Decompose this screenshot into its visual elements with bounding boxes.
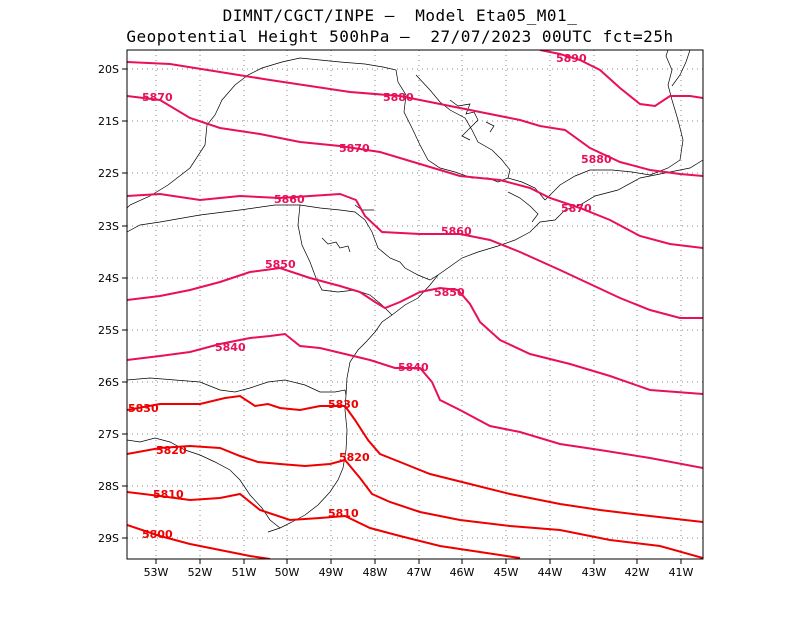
contour-5820 bbox=[127, 444, 703, 559]
contour-label: 5820 bbox=[339, 451, 370, 464]
lat-label: 27S bbox=[98, 428, 119, 441]
contour-label: 5870 bbox=[339, 142, 370, 155]
state-border bbox=[544, 159, 681, 201]
lon-label: 46W bbox=[450, 566, 475, 579]
contour-label: 5840 bbox=[398, 361, 429, 374]
grid bbox=[127, 50, 703, 559]
ticks bbox=[122, 68, 682, 564]
lon-label: 41W bbox=[669, 566, 694, 579]
lat-label: 28S bbox=[98, 480, 119, 493]
lon-label: 53W bbox=[144, 566, 169, 579]
contours bbox=[127, 50, 703, 559]
state-border bbox=[127, 437, 281, 529]
lat-label: 23S bbox=[98, 220, 119, 233]
contour-label: 5830 bbox=[128, 402, 159, 415]
lon-labels: 53W 52W 51W 50W 49W 48W 47W 46W 45W 44W … bbox=[144, 566, 694, 579]
state-border bbox=[297, 204, 393, 316]
map-title-line2: Geopotential Height 500hPa – 27/07/2023 … bbox=[126, 27, 674, 46]
contour-label: 5880 bbox=[581, 153, 612, 166]
state-border bbox=[127, 204, 439, 281]
lon-label: 48W bbox=[363, 566, 388, 579]
lon-label: 51W bbox=[232, 566, 257, 579]
contour-label: 5850 bbox=[265, 258, 296, 271]
contour-label: 5810 bbox=[153, 488, 184, 501]
contour-5870 bbox=[127, 95, 703, 249]
contour-label: 5840 bbox=[215, 341, 246, 354]
state-border bbox=[127, 377, 347, 396]
lon-label: 42W bbox=[625, 566, 650, 579]
lat-label: 21S bbox=[98, 115, 119, 128]
lat-label: 22S bbox=[98, 167, 119, 180]
state-border bbox=[671, 50, 691, 87]
boundaries bbox=[127, 50, 703, 533]
contour-label: 5860 bbox=[274, 193, 305, 206]
lon-label: 45W bbox=[494, 566, 519, 579]
coast-detail bbox=[321, 99, 495, 253]
contour-label: 5850 bbox=[434, 286, 465, 299]
lon-label: 44W bbox=[538, 566, 563, 579]
coastline bbox=[267, 159, 703, 533]
state-border bbox=[127, 57, 546, 209]
state-border bbox=[415, 74, 511, 179]
contour-label: 5810 bbox=[328, 507, 359, 520]
contour-5810 bbox=[127, 491, 521, 559]
lat-labels: 20S 21S 22S 23S 24S 25S 26S 27S 28S 29S bbox=[98, 63, 119, 545]
map-frame bbox=[126, 49, 704, 560]
lon-label: 50W bbox=[275, 566, 300, 579]
contour-5840 bbox=[127, 332, 703, 469]
contour-label: 5870 bbox=[142, 91, 173, 104]
lat-label: 25S bbox=[98, 324, 119, 337]
contour-label: 5820 bbox=[156, 444, 187, 457]
contour-label: 5870 bbox=[561, 202, 592, 215]
lat-label: 20S bbox=[98, 63, 119, 76]
contour-5850 bbox=[127, 266, 703, 395]
contour-label: 5800 bbox=[142, 528, 173, 541]
coastline bbox=[507, 191, 539, 223]
contour-label: 5830 bbox=[328, 398, 359, 411]
lat-label: 26S bbox=[98, 376, 119, 389]
map-title-line1: DIMNT/CGCT/INPE – Model Eta05_M01_ bbox=[222, 6, 578, 25]
contour-label: 5890 bbox=[556, 52, 587, 65]
contour-label: 5880 bbox=[383, 91, 414, 104]
lat-label: 29S bbox=[98, 532, 119, 545]
contour-labels: 5890 5880 5880 5870 5870 5870 5860 5860 … bbox=[128, 52, 612, 541]
contour-5880 bbox=[127, 61, 703, 177]
lon-label: 52W bbox=[188, 566, 213, 579]
contour-5890 bbox=[539, 50, 703, 108]
state-border bbox=[665, 50, 684, 161]
lon-label: 49W bbox=[319, 566, 344, 579]
contour-label: 5860 bbox=[441, 225, 472, 238]
lon-label: 47W bbox=[407, 566, 432, 579]
contour-5800 bbox=[127, 524, 271, 559]
lon-label: 43W bbox=[582, 566, 607, 579]
contour-5830 bbox=[127, 394, 703, 523]
contour-5860 bbox=[127, 192, 703, 319]
lat-label: 24S bbox=[98, 272, 119, 285]
